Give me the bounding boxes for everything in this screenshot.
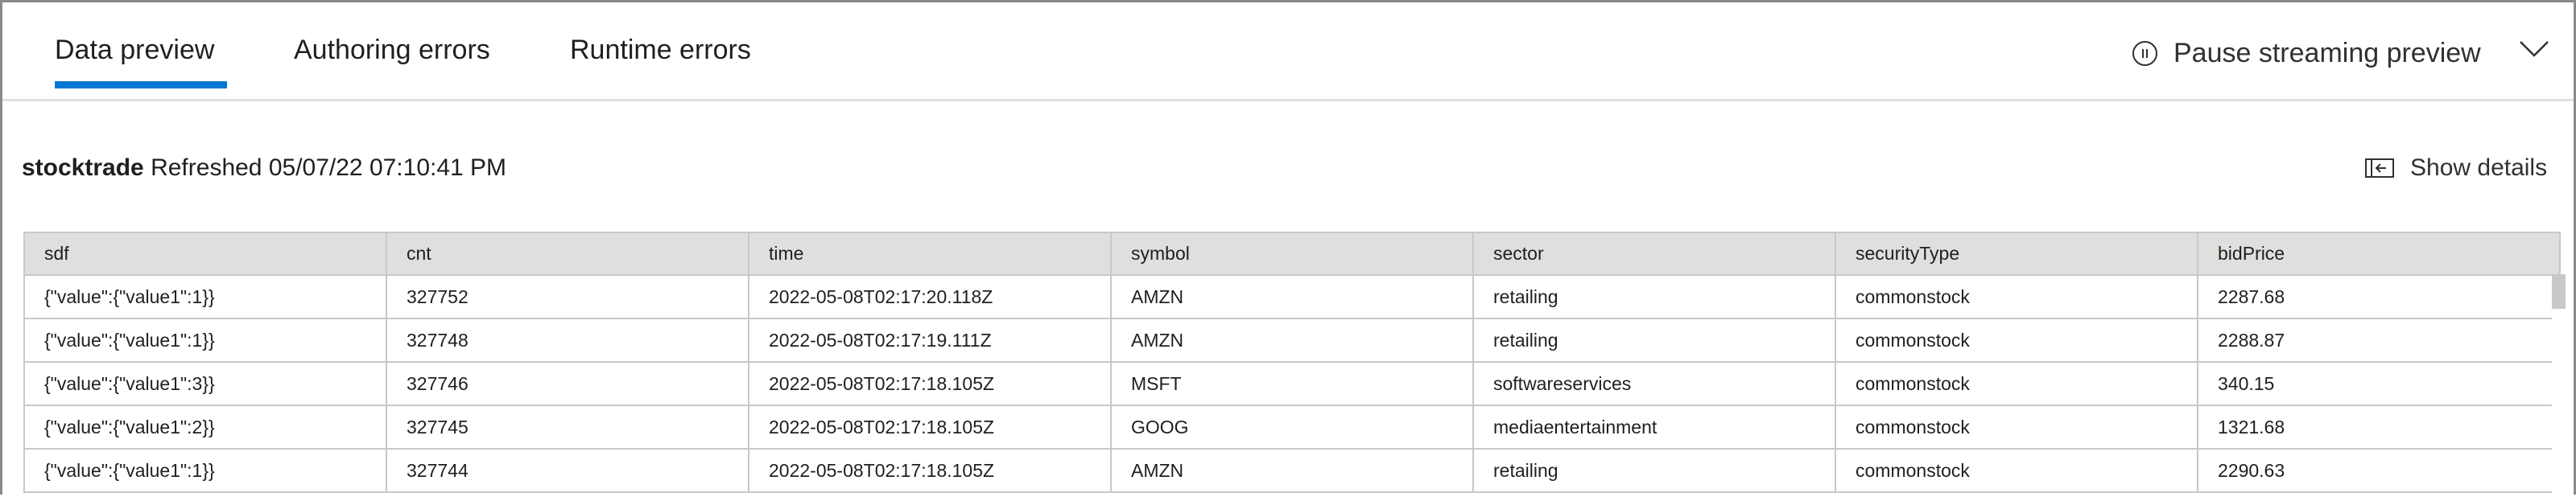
column-header-security-type[interactable]: securityType xyxy=(1835,232,2198,276)
table-cell: AMZN xyxy=(1110,318,1474,363)
table-cell: 327746 xyxy=(386,361,749,406)
tab-data-preview[interactable]: Data preview xyxy=(55,35,215,65)
tab-runtime-errors[interactable]: Runtime errors xyxy=(570,35,751,65)
table-cell: 2022-05-08T02:17:18.105Z xyxy=(748,448,1112,493)
table-cell: commonstock xyxy=(1835,318,2198,363)
table-cell: commonstock xyxy=(1835,274,2198,319)
vertical-scrollbar[interactable] xyxy=(2552,274,2566,497)
table-cell: 2290.63 xyxy=(2197,448,2561,493)
table-cell: 327752 xyxy=(386,274,749,319)
active-tab-indicator xyxy=(55,81,227,88)
table-row[interactable]: {"value":{"value1":1}} 327748 2022-05-08T0… xyxy=(23,318,2561,363)
table-cell: softwareservices xyxy=(1472,361,1836,406)
table-cell: AMZN xyxy=(1110,274,1474,319)
table-cell: 327745 xyxy=(386,405,749,450)
table-row[interactable]: {"value":{"value1":1}} 327744 2022-05-08T0… xyxy=(23,448,2561,493)
table-cell: MSFT xyxy=(1110,361,1474,406)
table-cell: 2022-05-08T02:17:20.118Z xyxy=(748,274,1112,319)
column-header-time[interactable]: time xyxy=(748,232,1112,276)
table-cell: 2288.87 xyxy=(2197,318,2561,363)
table-header-row: sdf cnt time symbol sector securityType … xyxy=(23,232,2561,276)
column-header-cnt[interactable]: cnt xyxy=(386,232,749,276)
table-cell: 2022-05-08T02:17:18.105Z xyxy=(748,361,1112,406)
table-cell: commonstock xyxy=(1835,448,2198,493)
column-header-sector[interactable]: sector xyxy=(1472,232,1836,276)
table-row[interactable]: {"value":{"value1":3}} 327746 2022-05-08T0… xyxy=(23,361,2561,406)
refreshed-timestamp: Refreshed 05/07/22 07:10:41 PM xyxy=(151,154,507,181)
scrollbar-thumb[interactable] xyxy=(2552,274,2566,309)
table-cell: 327748 xyxy=(386,318,749,363)
table-cell: {"value":{"value1":3}} xyxy=(23,361,387,406)
table-cell: mediaentertainment xyxy=(1472,405,1836,450)
tab-authoring-errors[interactable]: Authoring errors xyxy=(294,35,490,65)
table-cell: 340.15 xyxy=(2197,361,2561,406)
table-cell: {"value":{"value1":1}} xyxy=(23,318,387,363)
table-cell: {"value":{"value1":1}} xyxy=(23,448,387,493)
table-row[interactable]: {"value":{"value1":2}} 327745 2022-05-08T0… xyxy=(23,405,2561,450)
header-edge xyxy=(2559,232,2561,274)
table-cell: retailing xyxy=(1472,448,1836,493)
pause-circle-icon xyxy=(2132,40,2157,66)
table-cell: 2022-05-08T02:17:18.105Z xyxy=(748,405,1112,450)
show-details-button[interactable]: Show details xyxy=(2365,153,2547,183)
pause-streaming-preview-button[interactable]: Pause streaming preview xyxy=(2132,35,2481,71)
input-name: stocktrade xyxy=(22,154,144,181)
table-cell: 2022-05-08T02:17:19.111Z xyxy=(748,318,1112,363)
table-row[interactable]: {"value":{"value1":1}} 327752 2022-05-08T0… xyxy=(23,274,2561,319)
header-divider xyxy=(2,99,2574,101)
table-cell: {"value":{"value1":1}} xyxy=(23,274,387,319)
table-cell: GOOG xyxy=(1110,405,1474,450)
table-cell: commonstock xyxy=(1835,405,2198,450)
table-cell: 2287.68 xyxy=(2197,274,2561,319)
table-cell: retailing xyxy=(1472,274,1836,319)
preview-headline: stocktrade Refreshed 05/07/22 07:10:41 P… xyxy=(22,153,506,183)
panel-expand-icon xyxy=(2365,158,2394,178)
table-cell: retailing xyxy=(1472,318,1836,363)
data-preview-table: sdf cnt time symbol sector securityType … xyxy=(23,232,2561,493)
table-cell: commonstock xyxy=(1835,361,2198,406)
pause-streaming-preview-label: Pause streaming preview xyxy=(2174,38,2481,68)
column-header-bid-price[interactable]: bidPrice xyxy=(2197,232,2561,276)
column-header-symbol[interactable]: symbol xyxy=(1110,232,1474,276)
show-details-label: Show details xyxy=(2410,154,2548,181)
chevron-down-icon[interactable] xyxy=(2518,36,2550,60)
table-cell: 1321.68 xyxy=(2197,405,2561,450)
table-cell: AMZN xyxy=(1110,448,1474,493)
column-header-sdf[interactable]: sdf xyxy=(23,232,387,276)
table-cell: 327744 xyxy=(386,448,749,493)
table-cell: {"value":{"value1":2}} xyxy=(23,405,387,450)
